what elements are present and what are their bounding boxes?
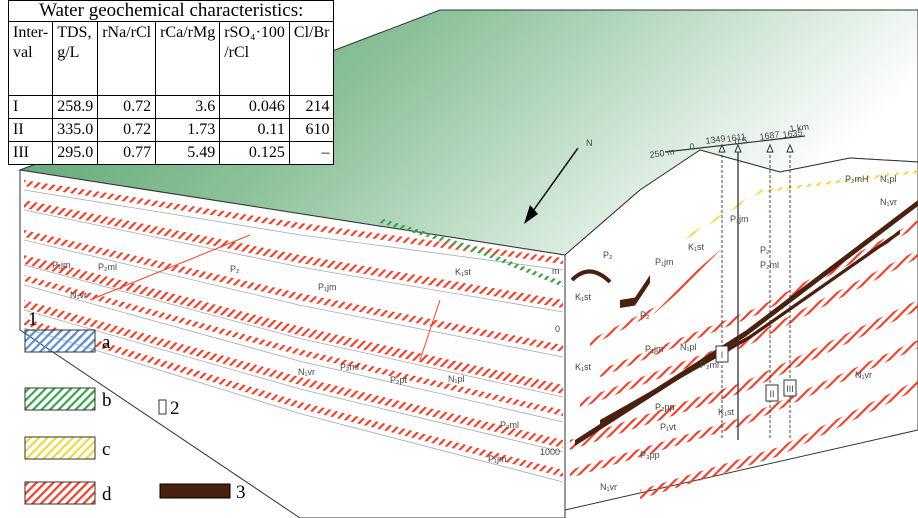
figure: N250 m00,51 km1349161116871635m01000IIII… [0,0,918,518]
strata-label: P₁jm [318,282,337,292]
table-cell: I [9,96,53,119]
header-cell: rNa/rCl [98,22,156,96]
legend-label: 2 [170,398,180,419]
table-title: Water geochemical characteristics: [9,1,334,22]
depth-label: m [552,266,560,276]
strata-label: P₂ml [340,362,359,372]
table-cell: 5.49 [156,142,220,165]
strata-label: N₁vr [600,482,617,492]
interval-label: I [721,350,724,360]
strata-label: N₁pl [680,342,697,352]
header-line: rSO₄·100 [224,23,285,43]
legend-d [25,482,95,504]
table-cell: 3.6 [156,96,220,119]
header-line: g/L [57,43,93,63]
legend-group-1: 1 [28,309,38,330]
table-cell: 1.73 [156,119,220,142]
header-line: val [13,43,48,63]
interval-label: III [786,384,794,394]
table-cell: 0.11 [220,119,290,142]
strata-label: P₃pp [640,450,660,460]
table-cell: II [9,119,53,142]
legend-a [25,330,95,352]
legend-label: d [102,484,112,505]
strata-label: K₁st [575,362,592,372]
geochem-table: Water geochemical characteristics: Inter… [8,0,334,165]
interval-label: II [769,389,774,399]
strata-label: K₁st [718,407,735,417]
strata-label: P₂pt [390,375,408,385]
legend-c [25,437,95,459]
legend-label: a [102,332,111,353]
table-row: III295.00.775.490.125– [9,142,334,165]
strata-label: P₁jm [488,454,507,464]
strata-label: N₁vr [70,290,87,300]
strata-label: P₁vt [660,422,677,432]
strata-label: K₁st [455,267,472,277]
strata-label: P₁jm [52,260,71,270]
strata-label: P₁jm [645,344,664,354]
legend-b [25,388,95,410]
strata-label: P₂mH [845,174,869,184]
table-cell: 335.0 [53,119,98,142]
north-label: N [586,138,593,148]
strata-label: P₁jm [730,214,749,224]
depth-label: 0 [555,324,560,334]
legend-label: b [102,390,112,411]
header-line: rCa/rMg [160,23,215,43]
header-cell: TDS,g/L [53,22,98,96]
header-cell: Cl/Br [289,22,334,96]
strata-label: P₂ml [700,360,719,370]
strata-label: N₁pl [448,374,465,384]
strata-label: P₂ [230,264,240,274]
depth-label: 1000 [540,447,560,457]
table-cell: III [9,142,53,165]
strata-label: N₁pl [880,174,897,184]
strata-label: P₂ml [98,262,117,272]
table-cell: 0.125 [220,142,290,165]
table-cell: 295.0 [53,142,98,165]
legend-label: 3 [236,482,246,503]
table-row: II335.00.721.730.11610 [9,119,334,142]
table-cell: 610 [289,119,334,142]
table-cell: 0.72 [98,96,156,119]
legend-well-icon [159,400,166,414]
table-cell: 258.9 [53,96,98,119]
header-line: Inter- [13,23,48,43]
header-line: rNa/rCl [102,23,151,43]
legend-layer-3 [160,484,230,498]
legend-label: c [102,439,110,460]
strata-label: P₂ [760,245,770,255]
strata-label: K₁st [575,292,592,302]
table-cell: 0.046 [220,96,290,119]
header-line: /rCl [224,43,285,63]
strata-label: N₁vr [298,367,315,377]
header-cell: Inter-val [9,22,53,96]
table-cell: 214 [289,96,334,119]
strata-label: P₂ml [760,260,779,270]
strata-label: K₁st [688,242,705,252]
strata-label: P₁jm [655,257,674,267]
strata-label: P₂ [603,250,613,260]
header-line: Cl/Br [294,23,330,43]
header-line: TDS, [57,23,93,43]
strata-label: N₁vr [855,370,872,380]
strata-label: P₂pp [655,402,675,412]
header-cell: rCa/rMg [156,22,220,96]
strata-label: P₂ml [500,420,519,430]
table-cell: 0.77 [98,142,156,165]
strata-label: N₁vr [880,197,897,207]
strata-label: P₂ [640,310,650,320]
header-cell: rSO₄·100/rCl [220,22,290,96]
table-cell: – [289,142,334,165]
table-cell: 0.72 [98,119,156,142]
